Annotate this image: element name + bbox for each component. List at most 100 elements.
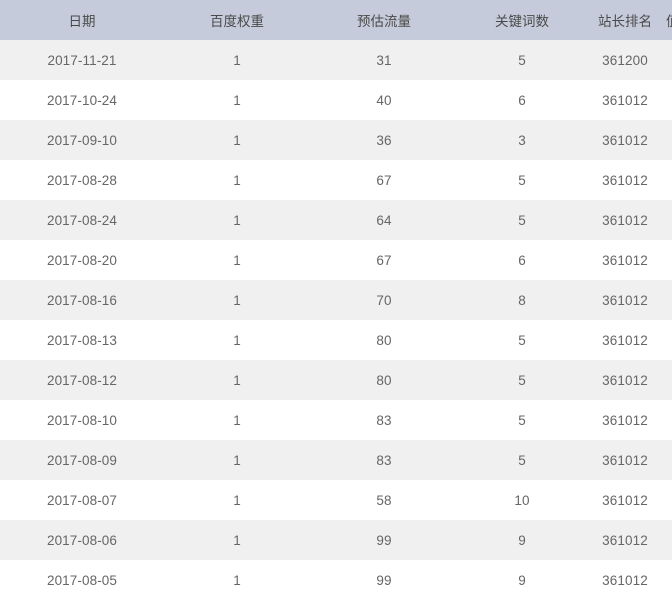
cell-weight: 1 bbox=[233, 132, 241, 148]
cell-traffic: 67 bbox=[376, 172, 392, 188]
cell-keywords: 8 bbox=[518, 292, 526, 308]
cell-weight: 1 bbox=[233, 172, 241, 188]
cell-rank: 361012 bbox=[602, 212, 648, 228]
cell-date: 2017-08-09 bbox=[46, 452, 118, 468]
cell-rank: 361012 bbox=[602, 132, 648, 148]
table-row[interactable]: 2017-08-07 1 58 10 361012 bbox=[0, 480, 672, 520]
cell-keywords: 5 bbox=[518, 332, 526, 348]
cell-keywords: 5 bbox=[518, 52, 526, 68]
table-header-row: 日期 百度权重 预估流量 关键词数 站长排名 值 bbox=[0, 0, 672, 40]
cell-overflow bbox=[664, 360, 672, 400]
cell-date: 2017-09-10 bbox=[46, 132, 118, 148]
table-row[interactable]: 2017-08-06 1 99 9 361012 bbox=[0, 520, 672, 560]
cell-rank: 361012 bbox=[602, 172, 648, 188]
cell-overflow bbox=[664, 280, 672, 320]
table-row[interactable]: 2017-08-16 1 70 8 361012 bbox=[0, 280, 672, 320]
cell-weight: 1 bbox=[233, 452, 241, 468]
cell-overflow bbox=[664, 120, 672, 160]
cell-traffic: 31 bbox=[376, 52, 392, 68]
table-row[interactable]: 2017-08-20 1 67 6 361012 bbox=[0, 240, 672, 280]
table-row[interactable]: 2017-08-24 1 64 5 361012 bbox=[0, 200, 672, 240]
cell-traffic: 40 bbox=[376, 92, 392, 108]
cell-overflow bbox=[664, 400, 672, 440]
table-row[interactable]: 2017-08-09 1 83 5 361012 bbox=[0, 440, 672, 480]
cell-weight: 1 bbox=[233, 92, 241, 108]
cell-date: 2017-08-28 bbox=[46, 172, 118, 188]
cell-overflow bbox=[664, 240, 672, 280]
table-body: 2017-11-21 1 31 5 361200 2017-10-24 1 40 6 361012… bbox=[0, 40, 672, 595]
table-header: 日期 百度权重 预估流量 关键词数 站长排名 值 bbox=[0, 0, 672, 40]
column-header-date[interactable]: 日期 bbox=[68, 14, 96, 29]
table-row[interactable]: 2017-08-12 1 80 5 361012 bbox=[0, 360, 672, 400]
column-header-overflow[interactable]: 值 bbox=[664, 0, 672, 40]
cell-overflow bbox=[664, 440, 672, 480]
cell-weight: 1 bbox=[233, 492, 241, 508]
cell-overflow bbox=[664, 560, 672, 595]
cell-keywords: 5 bbox=[518, 452, 526, 468]
cell-weight: 1 bbox=[233, 332, 241, 348]
table-row[interactable]: 2017-08-13 1 80 5 361012 bbox=[0, 320, 672, 360]
cell-rank: 361012 bbox=[602, 292, 648, 308]
cell-rank: 361012 bbox=[602, 252, 648, 268]
cell-overflow bbox=[664, 40, 672, 80]
cell-date: 2017-08-13 bbox=[46, 332, 118, 348]
cell-keywords: 5 bbox=[518, 412, 526, 428]
cell-keywords: 6 bbox=[518, 92, 526, 108]
column-header-weight[interactable]: 百度权重 bbox=[210, 14, 264, 29]
table-row[interactable]: 2017-10-24 1 40 6 361012 bbox=[0, 80, 672, 120]
cell-date: 2017-10-24 bbox=[46, 92, 118, 108]
cell-keywords: 5 bbox=[518, 172, 526, 188]
cell-keywords: 9 bbox=[518, 532, 526, 548]
cell-overflow bbox=[664, 320, 672, 360]
cell-keywords: 9 bbox=[518, 572, 526, 588]
cell-traffic: 83 bbox=[376, 412, 392, 428]
cell-date: 2017-08-06 bbox=[46, 532, 118, 548]
table-row[interactable]: 2017-09-10 1 36 3 361012 bbox=[0, 120, 672, 160]
cell-rank: 361012 bbox=[602, 452, 648, 468]
cell-keywords: 5 bbox=[518, 372, 526, 388]
cell-date: 2017-08-10 bbox=[46, 412, 118, 428]
cell-traffic: 67 bbox=[376, 252, 392, 268]
cell-overflow bbox=[664, 80, 672, 120]
cell-traffic: 58 bbox=[376, 492, 392, 508]
cell-weight: 1 bbox=[233, 292, 241, 308]
cell-overflow bbox=[664, 480, 672, 520]
cell-traffic: 83 bbox=[376, 452, 392, 468]
cell-rank: 361200 bbox=[602, 52, 648, 68]
cell-date: 2017-08-16 bbox=[46, 292, 118, 308]
cell-traffic: 64 bbox=[376, 212, 392, 228]
table-row[interactable]: 2017-11-21 1 31 5 361200 bbox=[0, 40, 672, 80]
cell-date: 2017-08-20 bbox=[46, 252, 118, 268]
cell-traffic: 36 bbox=[376, 132, 392, 148]
cell-traffic: 80 bbox=[376, 332, 392, 348]
cell-overflow bbox=[664, 200, 672, 240]
cell-rank: 361012 bbox=[602, 412, 648, 428]
cell-rank: 361012 bbox=[602, 372, 648, 388]
cell-keywords: 6 bbox=[518, 252, 526, 268]
column-header-keywords[interactable]: 关键词数 bbox=[495, 14, 549, 29]
table-row[interactable]: 2017-08-28 1 67 5 361012 bbox=[0, 160, 672, 200]
cell-weight: 1 bbox=[233, 412, 241, 428]
column-header-traffic[interactable]: 预估流量 bbox=[357, 14, 411, 29]
cell-weight: 1 bbox=[233, 52, 241, 68]
cell-keywords: 5 bbox=[518, 212, 526, 228]
cell-traffic: 70 bbox=[376, 292, 392, 308]
table-row[interactable]: 2017-08-10 1 83 5 361012 bbox=[0, 400, 672, 440]
cell-traffic: 80 bbox=[376, 372, 392, 388]
cell-traffic: 99 bbox=[376, 572, 392, 588]
cell-weight: 1 bbox=[233, 372, 241, 388]
cell-weight: 1 bbox=[233, 532, 241, 548]
column-header-rank[interactable]: 站长排名 bbox=[598, 14, 652, 29]
cell-rank: 361012 bbox=[602, 492, 648, 508]
cell-rank: 361012 bbox=[602, 532, 648, 548]
cell-date: 2017-08-24 bbox=[46, 212, 118, 228]
table-row[interactable]: 2017-08-05 1 99 9 361012 bbox=[0, 560, 672, 595]
cell-date: 2017-11-21 bbox=[47, 52, 117, 68]
cell-rank: 361012 bbox=[602, 572, 648, 588]
cell-keywords: 10 bbox=[514, 492, 530, 508]
cell-keywords: 3 bbox=[518, 132, 526, 148]
cell-weight: 1 bbox=[233, 212, 241, 228]
cell-rank: 361012 bbox=[602, 332, 648, 348]
cell-date: 2017-08-12 bbox=[46, 372, 118, 388]
